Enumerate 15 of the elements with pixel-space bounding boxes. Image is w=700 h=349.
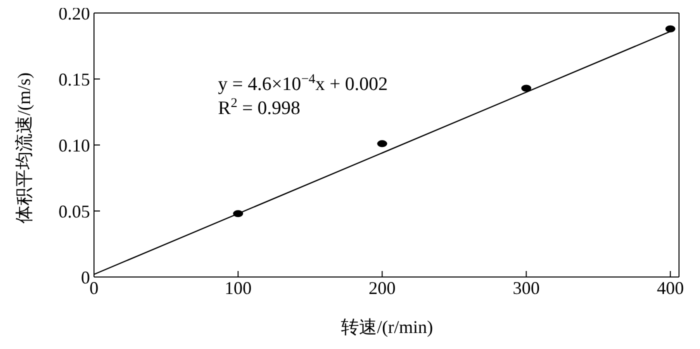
y-tick-label: 0.10 — [58, 135, 90, 156]
annotation: R$^{2}$ = 0.998 — [218, 94, 300, 119]
point — [521, 84, 532, 92]
y-tick-label: 0.05 — [58, 201, 90, 222]
x-tick-label: 400 — [656, 278, 684, 298]
x-tick-label: 300 — [512, 278, 540, 298]
point — [665, 25, 676, 32]
x-tick-label: 100 — [224, 278, 252, 298]
x-axis-title: 转速/(r/min) — [341, 317, 433, 337]
y-axis-title: 体积平均流速/(m/s) — [14, 72, 34, 224]
annotation: y = 4.6×10$^{−4}$x + 0.002 — [218, 70, 388, 95]
point — [377, 140, 388, 148]
y-tick-label: 0.15 — [58, 69, 90, 90]
x-tick-label: 200 — [368, 278, 396, 298]
point — [233, 210, 244, 218]
